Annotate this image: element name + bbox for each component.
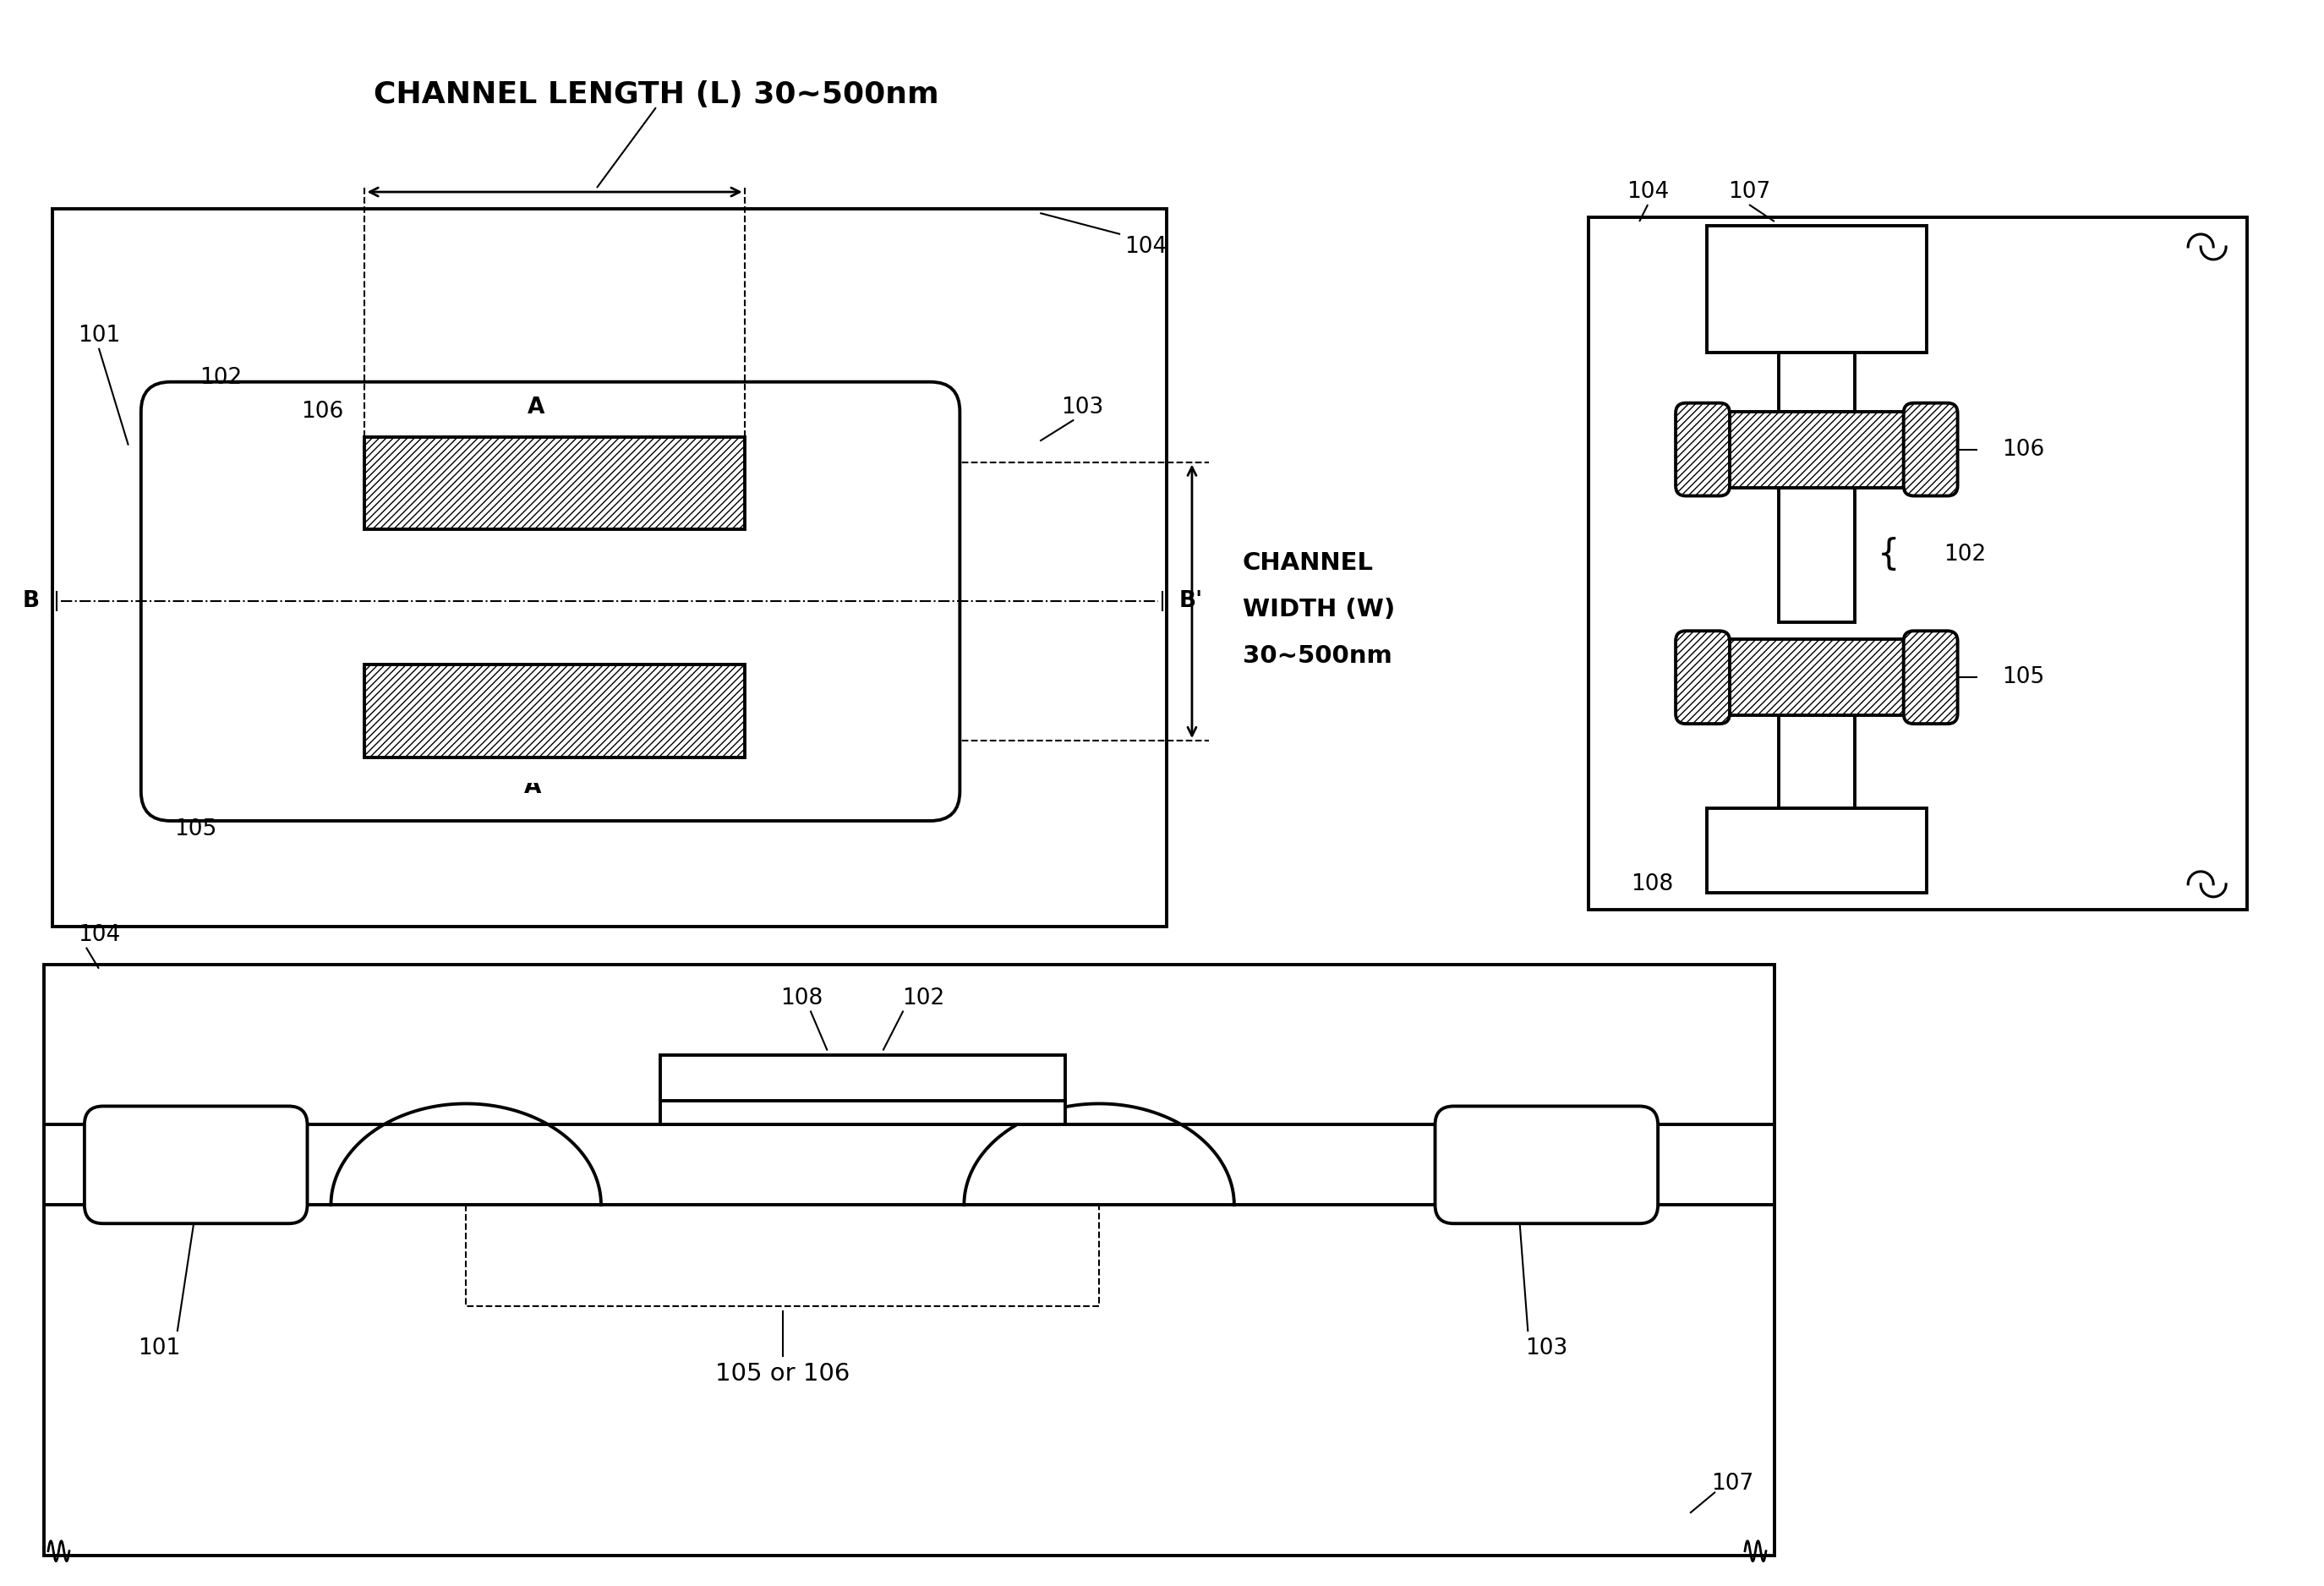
- Bar: [660, 1055, 1064, 1101]
- Text: 102: 102: [200, 366, 242, 389]
- Text: 107: 107: [1710, 1472, 1755, 1494]
- Bar: [1590, 217, 2247, 909]
- Text: B': B': [1178, 590, 1204, 612]
- Bar: [365, 436, 744, 530]
- FancyBboxPatch shape: [1903, 631, 1957, 723]
- Text: {: {: [1878, 538, 1899, 573]
- Text: 108: 108: [1631, 874, 1673, 895]
- Bar: [44, 964, 1776, 1556]
- Bar: [1778, 715, 1855, 809]
- FancyBboxPatch shape: [1436, 1105, 1657, 1223]
- FancyBboxPatch shape: [1676, 631, 1729, 723]
- Text: 105 or 106: 105 or 106: [716, 1362, 851, 1386]
- Bar: [1699, 411, 1936, 487]
- Text: CHANNEL LENGTH (L) 30~500nm: CHANNEL LENGTH (L) 30~500nm: [374, 81, 939, 109]
- Text: WIDTH (W): WIDTH (W): [1243, 598, 1394, 622]
- Bar: [1778, 487, 1855, 622]
- Text: 101: 101: [77, 325, 121, 346]
- Bar: [365, 665, 744, 758]
- Text: A: A: [528, 396, 544, 419]
- Text: 103: 103: [1525, 1337, 1569, 1359]
- Text: CHANNEL: CHANNEL: [1243, 552, 1373, 576]
- Text: 105: 105: [174, 818, 216, 841]
- Text: 105: 105: [2003, 666, 2045, 688]
- Text: 107: 107: [1727, 181, 1771, 203]
- Text: 106: 106: [2003, 438, 2045, 460]
- Text: 106: 106: [302, 400, 344, 422]
- FancyBboxPatch shape: [1676, 403, 1729, 496]
- Text: 102: 102: [1943, 544, 1985, 566]
- Bar: [660, 1101, 1064, 1124]
- Text: 102: 102: [902, 986, 946, 1009]
- Text: A': A': [523, 776, 548, 798]
- Text: 104: 104: [1627, 181, 1669, 203]
- Bar: [1778, 352, 1855, 411]
- Bar: [1706, 809, 1927, 893]
- Bar: [1706, 225, 1927, 352]
- Text: 108: 108: [781, 986, 823, 1009]
- Text: 104: 104: [77, 923, 121, 945]
- Bar: [1699, 639, 1936, 715]
- FancyBboxPatch shape: [84, 1105, 307, 1223]
- Text: B: B: [23, 590, 40, 612]
- Text: 103: 103: [1062, 396, 1104, 419]
- Text: 30~500nm: 30~500nm: [1243, 644, 1392, 668]
- FancyBboxPatch shape: [142, 382, 960, 822]
- Bar: [179, 420, 923, 783]
- Text: 104: 104: [1125, 236, 1167, 259]
- FancyBboxPatch shape: [1903, 403, 1957, 496]
- Text: 101: 101: [137, 1337, 179, 1359]
- Bar: [53, 209, 1167, 926]
